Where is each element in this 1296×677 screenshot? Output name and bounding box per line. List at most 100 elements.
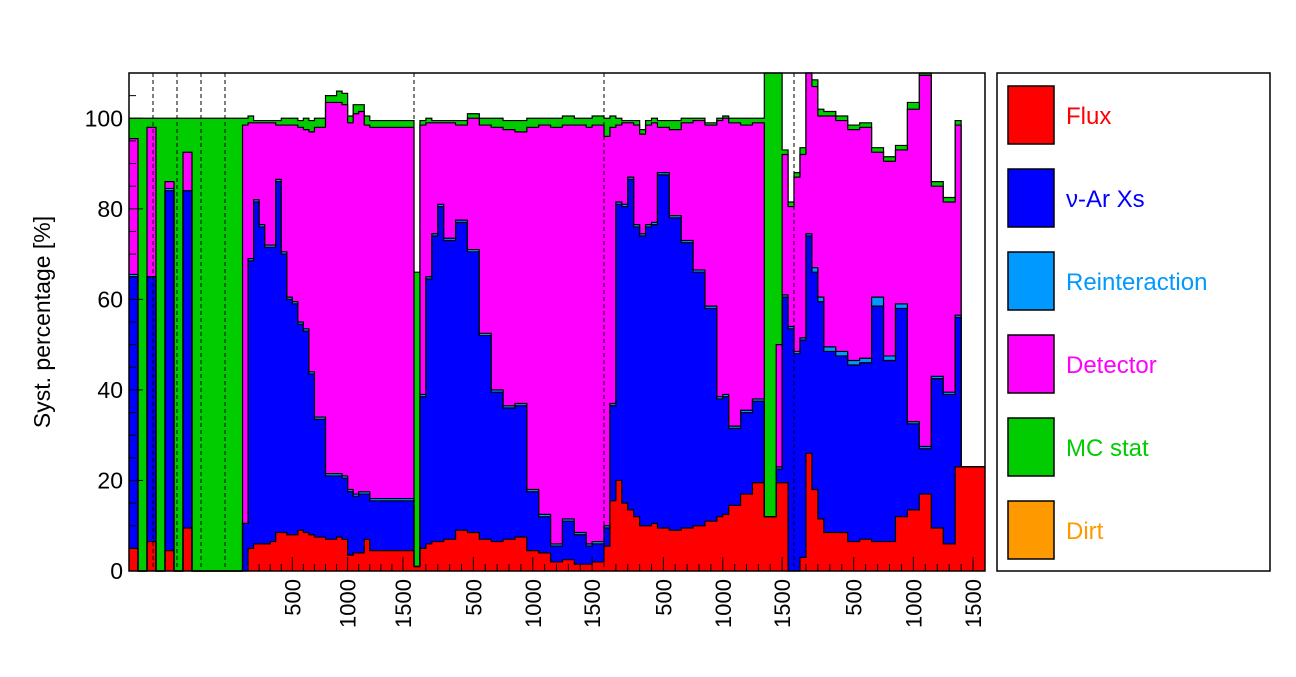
bar-detector [919,75,926,447]
bar-detector [627,122,635,178]
bar-flux [497,541,504,571]
bar-detector [782,154,789,295]
bar-mc-stat [165,118,175,182]
bar-detector [443,122,451,239]
bar-detector [752,122,759,399]
bar--ar-xs [776,469,783,483]
bar--ar-xs [147,276,157,542]
bar-flux [841,532,849,571]
bar-flux [979,466,986,571]
bar-reinteraction [716,396,724,399]
bar-detector [598,125,605,542]
bar-detector [526,127,534,490]
bar-detector [925,75,932,447]
bar-mc-stat [955,120,962,126]
bar-mc-stat [375,120,382,128]
bar--ar-xs [657,174,664,528]
bar--ar-xs [871,306,878,542]
bar-mc-stat [764,73,771,517]
x-tick-label: 1500 [391,579,416,628]
bar-mc-stat [556,118,563,128]
bar--ar-xs [449,240,456,540]
bar-flux [419,548,427,571]
legend-label-4: MC stat [1066,435,1149,462]
bar--ar-xs [397,500,404,551]
bar-flux [955,466,962,571]
bar-mc-stat [461,120,468,126]
bar-detector [746,125,753,411]
bar-mc-stat [419,120,427,126]
bar-detector [788,206,795,327]
bar--ar-xs [264,247,271,544]
bar-mc-stat [687,118,694,123]
bar-mc-stat [835,116,843,121]
x-tick-label: 1000 [901,579,926,628]
bar-flux [336,537,343,571]
bar--ar-xs [675,217,682,531]
bar-reinteraction [431,233,439,236]
bar-flux [364,539,371,571]
bar-flux [544,552,551,571]
bar-mc-stat [201,118,211,572]
bar-detector [520,131,528,404]
bar-detector [514,131,522,404]
bar--ar-xs [955,317,962,467]
bar-detector [353,113,360,495]
bar-reinteraction [859,358,867,363]
legend-swatch-1 [1007,168,1055,228]
bar--ar-xs [248,260,254,549]
bar--ar-xs [325,475,332,540]
bar-reinteraction [270,245,277,248]
bar-mc-stat [358,104,365,112]
bar-flux [669,530,676,571]
bar-reinteraction [799,337,807,341]
bar-mc-stat [639,129,646,135]
bar-reinteraction [331,473,337,476]
bar-mc-stat [342,93,349,105]
bar-flux [716,516,724,571]
step-outline-0 [129,452,985,572]
bar-detector [716,120,724,397]
bar--ar-xs [817,301,825,519]
bar-mc-stat [633,120,641,126]
bar-flux [639,525,646,571]
bar-mc-stat [467,113,474,119]
bar-flux [443,539,451,571]
bar-flux [380,550,387,571]
bar-detector [358,111,365,492]
bar-mc-stat [937,181,944,187]
bar-detector [835,120,843,352]
bar--ar-xs [253,202,260,544]
bar-flux [913,509,920,571]
bar-mc-stat [503,120,510,130]
bar--ar-xs [788,328,795,571]
bar-detector [425,122,433,277]
bar-reinteraction [292,301,299,304]
bar--ar-xs [811,272,819,490]
bar--ar-xs [716,398,724,517]
bar-mc-stat [314,118,321,128]
bar-detector [955,125,962,316]
bar--ar-xs [467,251,474,533]
bar-flux [520,537,528,571]
bar-mc-stat [734,118,741,123]
bar-flux [811,489,819,571]
bar-detector [314,127,321,418]
bar-flux [538,552,546,571]
bar--ar-xs [829,351,837,533]
bar-detector [651,122,658,223]
bar-mc-stat [219,118,229,572]
bar-reinteraction [609,403,617,406]
bar-reinteraction [319,417,326,420]
bar--ar-xs [386,500,393,551]
bar--ar-xs [303,331,310,533]
bar-detector [259,122,266,225]
bar--ar-xs [358,494,365,553]
bar-flux [758,482,765,571]
bar-mc-stat [174,118,184,572]
bar-mc-stat [883,156,890,162]
bar--ar-xs [353,496,360,553]
bar-flux [931,527,938,571]
bar-reinteraction [699,269,706,273]
bar-flux [526,550,534,571]
